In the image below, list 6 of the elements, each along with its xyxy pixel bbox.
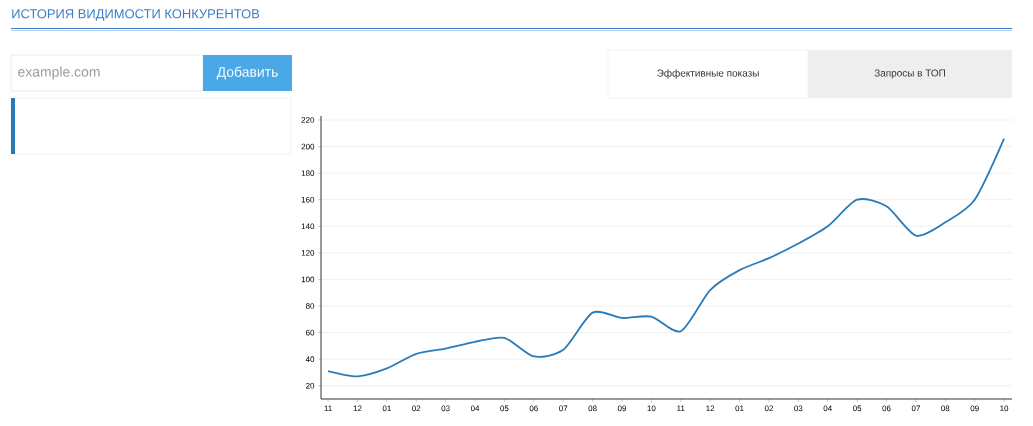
text: Добавить — [216, 66, 278, 80]
text: example.com — [18, 66, 100, 80]
text: Эффективные показы — [657, 69, 759, 79]
text: Запросы в ТОП — [874, 69, 945, 79]
line-series — [327, 137, 1005, 378]
text: ИСТОРИЯ ВИДИМОСТИ КОНКУРЕНТОВ — [12, 9, 260, 21]
